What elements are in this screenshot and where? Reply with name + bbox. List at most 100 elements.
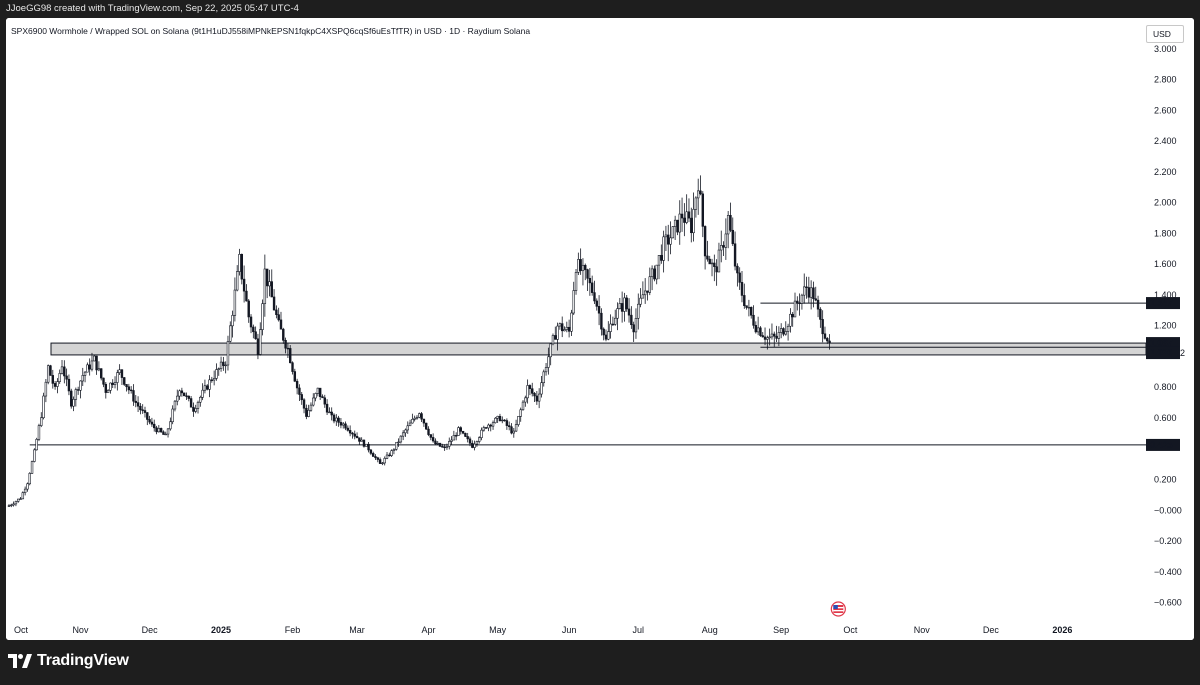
candle-body: [782, 328, 785, 335]
candle-body: [754, 325, 758, 333]
candle-body: [743, 295, 746, 306]
candle-body: [471, 442, 474, 448]
candle-body: [150, 421, 154, 425]
candle-body: [611, 323, 615, 326]
candle-body: [362, 439, 366, 447]
y-tick-label: 2.800: [1154, 75, 1177, 85]
candle-body: [487, 424, 490, 429]
candle-body: [53, 383, 57, 387]
candlestick-chart[interactable]: 3.000 2.800 2.600 2.400 2.200 2.000 1.800 1.600…: [6, 18, 1194, 640]
candle-body: [252, 326, 255, 333]
candle-body: [67, 378, 71, 392]
candle-body: [339, 422, 343, 426]
candle-body: [100, 368, 103, 379]
candle-body: [316, 387, 320, 394]
footer: TradingView: [0, 640, 1200, 685]
candle-body: [141, 409, 144, 411]
candle-body: [791, 313, 794, 318]
candle-body: [826, 338, 829, 342]
candle-body: [623, 297, 626, 312]
candle-body: [321, 396, 324, 399]
candle-body: [491, 422, 495, 427]
candle-body: [473, 443, 476, 448]
candle-body: [116, 372, 119, 383]
candle-body: [761, 335, 764, 338]
candle-body: [740, 282, 744, 296]
candle-body: [93, 355, 96, 362]
candle-body: [332, 414, 336, 422]
candle-body: [51, 375, 54, 384]
candle-body: [425, 422, 428, 430]
candle-body: [531, 388, 534, 394]
candle-body: [544, 367, 548, 373]
candle-body: [482, 427, 486, 431]
candle-body: [295, 380, 299, 389]
candle-body: [166, 428, 170, 435]
candle-body: [157, 428, 161, 433]
candle-body: [279, 319, 283, 330]
candle-body: [245, 290, 248, 302]
tradingview-logo[interactable]: TradingView: [8, 652, 129, 670]
candle-body: [717, 249, 721, 273]
candle-body: [549, 343, 552, 358]
y-tick-label: −0.000: [1154, 505, 1182, 515]
candle-body: [194, 408, 197, 412]
candle-body: [574, 272, 578, 291]
candle-body: [146, 412, 149, 420]
candle-body: [365, 443, 368, 447]
price-label-text: 1.087: [1150, 338, 1173, 348]
candle-body: [461, 431, 465, 434]
candle-body: [496, 415, 499, 419]
candle-body: [484, 427, 488, 429]
candle-body: [736, 265, 739, 274]
candle-body: [653, 268, 656, 280]
candle-body: [33, 449, 36, 462]
candle-body: [226, 341, 230, 366]
candle-body: [86, 364, 89, 373]
candle-body: [259, 329, 262, 355]
candle-body: [111, 382, 114, 385]
candle-body: [786, 325, 790, 332]
candle-body: [173, 400, 177, 410]
candle-body: [517, 416, 520, 425]
candle-body: [90, 360, 94, 370]
candle-body: [95, 355, 98, 371]
candle-body: [641, 294, 645, 299]
x-tick-label: Mar: [349, 625, 365, 635]
candle-body: [720, 245, 723, 251]
candle-body: [143, 410, 147, 413]
candle-body: [422, 418, 426, 424]
candle-body: [627, 308, 631, 316]
candle-body: [378, 459, 382, 464]
candle-body: [23, 488, 27, 493]
candle-body: [577, 259, 580, 273]
currency-selector[interactable]: USD: [1146, 25, 1184, 43]
chart-panel[interactable]: 3.000 2.800 2.600 2.400 2.200 2.000 1.800 1.600…: [6, 18, 1194, 640]
candle-body: [125, 384, 128, 388]
candle-body: [102, 377, 105, 385]
candle-body: [169, 421, 172, 430]
candle-body: [696, 190, 700, 199]
candle-body: [196, 401, 200, 409]
candle-body: [680, 213, 684, 219]
candle-body: [342, 423, 345, 426]
candle-body: [722, 245, 725, 248]
header-bar: JJoeGG98 created with TradingView.com, S…: [0, 0, 1200, 18]
candle-body: [134, 400, 137, 403]
y-tick-label: 1.800: [1154, 228, 1177, 238]
x-tick-label: Dec: [142, 625, 159, 635]
candle-body: [542, 371, 545, 384]
candle-body: [489, 424, 492, 427]
candle-body: [360, 439, 363, 442]
candle-body: [385, 454, 389, 459]
candle-body: [40, 417, 43, 426]
candle-body: [395, 442, 398, 450]
candle-body: [12, 503, 15, 506]
candle-body: [726, 215, 730, 235]
candle-body: [713, 262, 716, 267]
candle-body: [14, 501, 18, 505]
candle-body: [10, 504, 13, 507]
candle-body: [399, 435, 403, 443]
candle-body: [586, 269, 589, 279]
x-tick-label: Aug: [702, 625, 718, 635]
